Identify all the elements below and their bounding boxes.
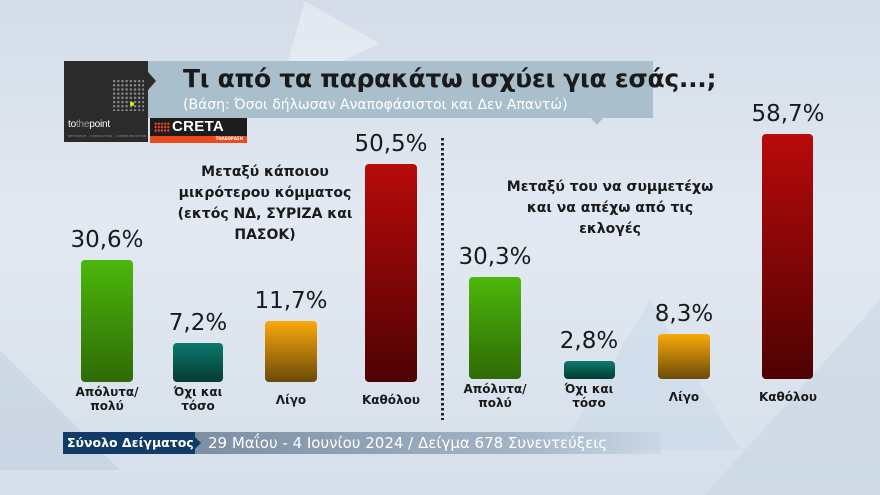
bar-value: 50,5%	[354, 131, 428, 157]
left-chart-title-line: Μεταξύ κάποιου	[201, 164, 329, 180]
bar-label-line: Απόλυτα/	[463, 382, 527, 396]
left-chart-title-line: (εκτός ΝΔ, ΣΥΡΙΖΑ και	[177, 206, 353, 222]
bar-absolutely	[81, 260, 133, 382]
bar-label: Απόλυτα/ πολύ	[62, 385, 152, 413]
footer-background	[191, 432, 661, 454]
bar-label-line: Λίγο	[668, 390, 700, 404]
bar-label: Όχι και τόσο	[544, 382, 634, 410]
pollster-name: tothepoint	[68, 119, 110, 130]
bar-label: Καθόλου	[346, 393, 436, 407]
bar-label-line: Απόλυτα/	[75, 385, 139, 399]
creta-logo: CRETA ΤΗΛΕΟΡΑΣΗ	[150, 118, 247, 143]
bar-not-so-much	[564, 361, 615, 379]
bar-not-at-all	[365, 164, 417, 382]
right-chart-title-line: εκλογές	[579, 221, 641, 237]
bar-little	[265, 321, 317, 382]
broadcaster-subtitle: ΤΗΛΕΟΡΑΣΗ	[215, 136, 243, 141]
bar-value: 30,3%	[458, 244, 532, 270]
title-panel	[148, 61, 653, 118]
right-chart-title-line: και να απέχω από τις	[526, 200, 694, 216]
footer-bar: Σύνολο Δείγματος 29 Μαΐου - 4 Ιουνίου 20…	[63, 432, 661, 454]
bar-label-line: Όχι και	[564, 382, 614, 396]
bar-label: Λίγο	[246, 393, 336, 407]
bar-label-line: τόσο	[181, 399, 215, 413]
bar-label: Απόλυτα/ πολύ	[450, 382, 540, 410]
bar-value: 11,7%	[254, 288, 328, 314]
bar-label-line: πολύ	[90, 399, 124, 413]
right-chart-title: Μεταξύ του να συμμετέχω και να απέχω από…	[495, 177, 725, 240]
dotted-divider	[441, 138, 444, 420]
bar-label-line: Καθόλου	[362, 393, 420, 407]
tothepoint-logo: tothepoint RESEARCH · CONSULTING · COMMU…	[64, 61, 148, 142]
pollster-name-point: point	[89, 119, 110, 130]
bar-not-so-much	[173, 343, 223, 382]
bar-absolutely	[469, 277, 521, 379]
bar-label-line: πολύ	[478, 396, 512, 410]
bar-label-line: Λίγο	[275, 393, 307, 407]
sample-info: 29 Μαΐου - 4 Ιουνίου 2024 / Δείγμα 678 Σ…	[208, 434, 608, 452]
left-chart-title-line: μικρότερου κόμματος	[178, 185, 352, 201]
left-chart-title: Μεταξύ κάποιου μικρότερου κόμματος (εκτό…	[160, 162, 370, 246]
chart-subtitle: (Βάση: Όσοι δήλωσαν Αναποφάσιστοι και Δε…	[183, 97, 568, 113]
bar-label: Όχι και τόσο	[153, 385, 243, 413]
bar-value: 30,6%	[70, 227, 144, 253]
dot-grid-icon	[154, 122, 170, 133]
pollster-name-to: to	[68, 119, 76, 130]
bar-not-at-all	[762, 134, 813, 379]
bar-little	[658, 334, 710, 379]
yellow-dot-icon	[130, 102, 134, 106]
bar-label-line: τόσο	[572, 396, 606, 410]
bar-label-line: Καθόλου	[759, 390, 817, 404]
footer-arrow-icon	[195, 437, 201, 449]
sample-label: Σύνολο Δείγματος	[63, 432, 195, 454]
bar-value: 7,2%	[168, 310, 228, 336]
dot-grid-icon	[112, 79, 144, 111]
left-chart-title-line: ΠΑΣΟΚ)	[234, 227, 296, 243]
pollster-tagline: RESEARCH · CONSULTING · COMMUNICATION	[68, 134, 147, 138]
pollster-name-the: the	[75, 119, 90, 130]
bar-label: Καθόλου	[743, 390, 833, 404]
bar-label: Λίγο	[639, 390, 729, 404]
title-pointer	[590, 117, 604, 125]
bar-value: 2,8%	[559, 328, 619, 354]
right-chart-title-line: Μεταξύ του να συμμετέχω	[506, 179, 714, 195]
broadcaster-name: CRETA	[172, 118, 225, 135]
logo-notch	[148, 72, 156, 90]
bar-value: 58,7%	[751, 101, 825, 127]
bar-label-line: Όχι και	[173, 385, 223, 399]
creta-logo-bar: CRETA	[150, 118, 247, 136]
chart-title: Τι από τα παρακάτω ισχύει για εσάς...;	[183, 64, 717, 93]
bar-value: 8,3%	[654, 301, 714, 327]
